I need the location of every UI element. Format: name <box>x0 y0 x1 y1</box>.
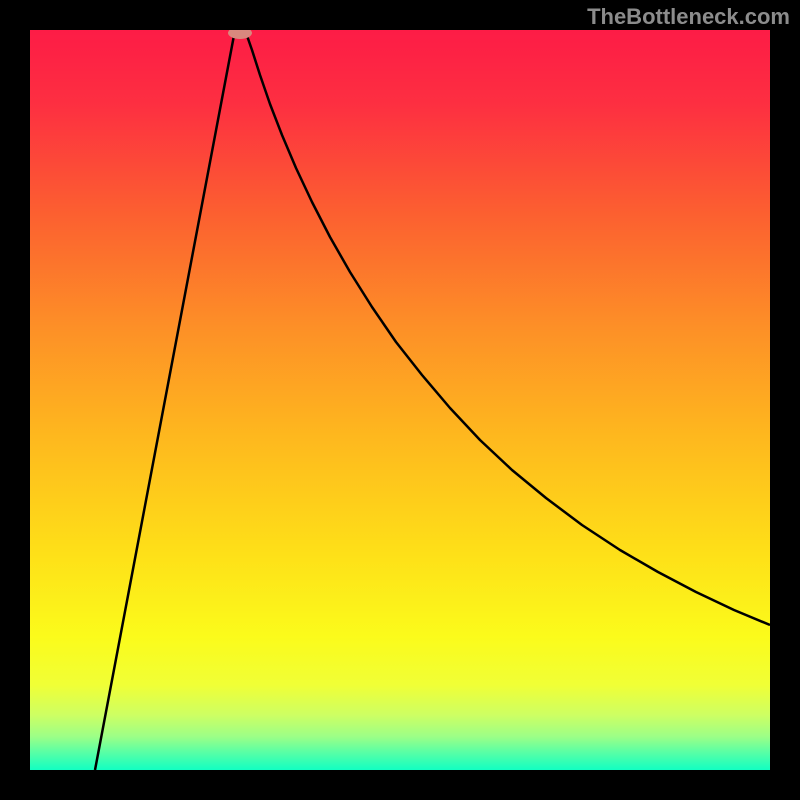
watermark-text: TheBottleneck.com <box>587 4 790 30</box>
chart-container: TheBottleneck.com <box>0 0 800 800</box>
chart-background <box>30 30 770 770</box>
bottleneck-chart <box>0 0 800 800</box>
